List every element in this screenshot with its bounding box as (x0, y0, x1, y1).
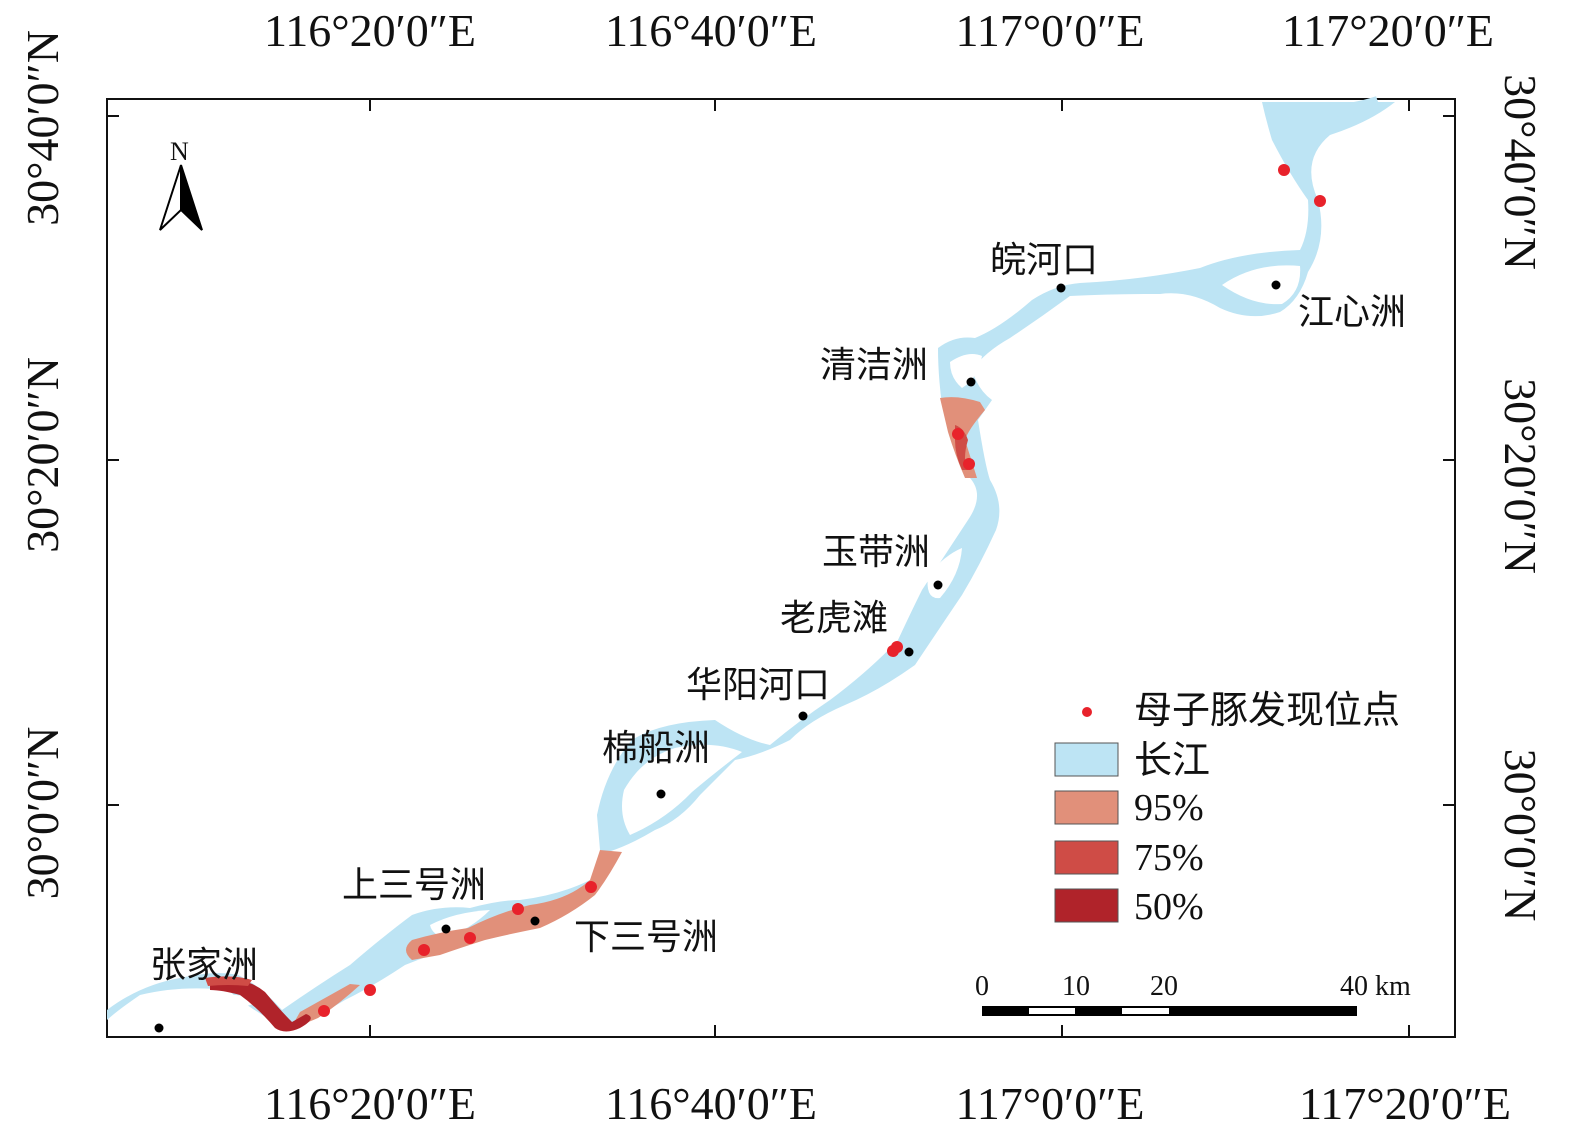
right-lat-2: 30°20′0″N (1495, 378, 1546, 574)
bottom-lon-2: 116°40′0″E (605, 1078, 817, 1129)
label-laohutan: 老虎滩 (780, 598, 888, 638)
top-lon-4: 117°20′0″E (1282, 5, 1494, 56)
label-wanhekou: 皖河口 (990, 240, 1098, 280)
top-lon-3: 117°0′0″E (955, 5, 1144, 56)
frame-ticks (107, 99, 1455, 1037)
north-arrow-label: N (170, 137, 189, 166)
sighting-points (318, 164, 1326, 1017)
legend-swatch-river (1054, 742, 1119, 777)
scale-label-10: 10 (1062, 971, 1090, 1002)
top-longitude-labels: 116°20′0″E 116°40′0″E 117°0′0″E 117°20′0… (264, 5, 1494, 56)
label-mianchuanzhou: 棉船洲 (602, 728, 710, 768)
label-huayanghekou: 华阳河口 (686, 665, 830, 705)
kde-95-sanhaozhou (406, 850, 622, 960)
top-lon-1: 116°20′0″E (264, 5, 476, 56)
label-yudaizhou: 玉带洲 (822, 532, 930, 572)
left-lat-1: 30°40′0″N (17, 30, 68, 226)
legend-swatch-95 (1054, 790, 1119, 825)
scale-label-20: 20 (1150, 971, 1178, 1002)
legend-label-50: 50% (1134, 886, 1204, 928)
label-shangsanhaozhou: 上三号洲 (342, 865, 486, 905)
bottom-lon-3: 117°0′0″E (955, 1078, 1144, 1129)
right-lat-3: 30°0′0″N (1495, 749, 1546, 922)
label-xiasanhaozhou: 下三号洲 (574, 917, 718, 957)
scale-bar: 0 10 20 40 km (975, 971, 1411, 1016)
legend: 母子豚发现位点 长江 95% 75% 50% (1054, 690, 1400, 928)
scale-label-0: 0 (975, 971, 989, 1002)
bottom-lon-4: 117°20′0″E (1299, 1078, 1511, 1129)
right-latitude-labels: 30°40′0″N 30°20′0″N 30°0′0″N (1495, 74, 1546, 921)
site-points (154, 280, 1281, 1033)
legend-point-icon (1082, 707, 1092, 717)
label-zhangjiazhou: 张家洲 (150, 945, 258, 985)
label-qingjiezhou: 清洁洲 (820, 345, 928, 385)
north-arrow: N (159, 137, 203, 231)
left-lat-2: 30°20′0″N (17, 357, 68, 553)
legend-label-sighting: 母子豚发现位点 (1134, 690, 1400, 732)
right-lat-1: 30°40′0″N (1495, 74, 1546, 270)
legend-label-river: 长江 (1134, 740, 1210, 782)
kde-75-zhangjiazhou (205, 976, 252, 986)
map-frame (106, 98, 1456, 1038)
legend-label-75: 75% (1134, 837, 1204, 879)
legend-swatch-50 (1054, 888, 1119, 923)
legend-swatch-75 (1054, 840, 1119, 875)
legend-label-95: 95% (1134, 787, 1204, 829)
left-latitude-labels: 30°40′0″N 30°20′0″N 30°0′0″N (17, 30, 68, 899)
bottom-longitude-labels: 116°20′0″E 116°40′0″E 117°0′0″E 117°20′0… (264, 1078, 1511, 1129)
scale-label-40: 40 km (1340, 971, 1411, 1002)
left-lat-3: 30°0′0″N (17, 727, 68, 900)
kde-50-zhangjiazhou (210, 978, 311, 1032)
place-labels: 皖河口 江心洲 清洁洲 玉带洲 老虎滩 华阳河口 棉船洲 上三号洲 下三号洲 张… (150, 240, 1406, 985)
top-lon-2: 116°40′0″E (605, 5, 817, 56)
bottom-lon-1: 116°20′0″E (264, 1078, 476, 1129)
label-jiangxinzhou: 江心洲 (1298, 292, 1406, 332)
